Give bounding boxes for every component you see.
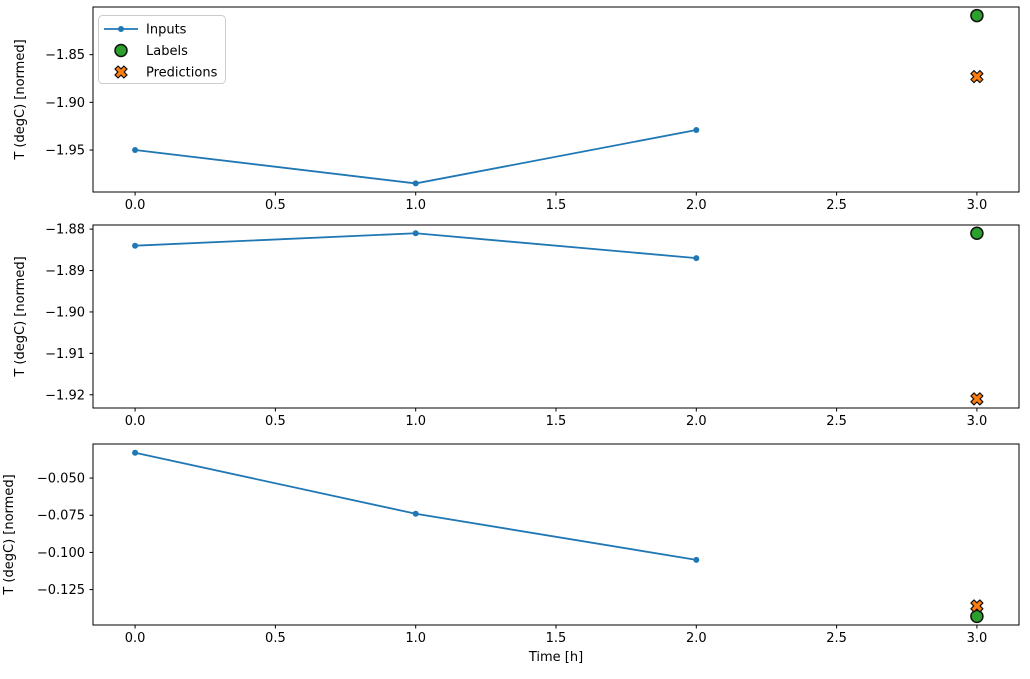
x-tick-label: 1.5 [546,198,567,213]
legend-box [98,15,226,84]
legend-inputs-dot-icon [118,26,124,32]
y-tick-label: −0.125 [37,583,85,598]
x-tick-label: 1.0 [405,198,426,213]
x-tick-label: 1.0 [405,414,426,429]
x-tick-label: 1.0 [405,631,426,646]
y-tick-label: −1.90 [45,305,85,320]
inputs-point [412,230,419,237]
y-tick-label: −1.95 [45,144,85,159]
labels-point [970,226,984,241]
y-tick-label: −1.92 [45,388,85,403]
y-tick-label: −1.89 [45,264,85,279]
inputs-point [412,180,419,187]
y-tick-label: −1.91 [45,347,85,362]
y-tick-label: −0.050 [37,472,85,487]
x-tick-label: 2.5 [826,198,847,213]
subplot-2: 0.0 0.5 1.0 1.5 2.0 2.5 3.0 −1.88 −1.89 −1.90 −1.9… [13,223,1020,429]
x-axis-label: Time [h] [528,650,583,665]
predictions-point [970,69,984,84]
x-tick-label: 2.0 [686,198,707,213]
y-axis-label: T (degC) [normed] [13,39,28,160]
x-tick-label: 2.5 [826,631,847,646]
y-tick-label: −0.100 [37,546,85,561]
inputs-point [132,147,139,154]
x-tick-label: 3.0 [967,198,988,213]
inputs-point [132,449,139,456]
legend-label: Inputs [146,23,187,38]
x-tick-label: 2.0 [686,414,707,429]
x-tick-label: 1.5 [546,414,567,429]
y-tick-label: −1.90 [45,96,85,111]
y-tick-label: −1.85 [45,48,85,63]
subplot-3: 0.0 0.5 1.0 1.5 2.0 2.5 3.0 −0.050 −0.075 −0.100 −… [2,443,1020,665]
y-axis-label: T (degC) [normed] [2,474,17,595]
axes-frame [92,443,1020,626]
x-tick-label: 2.5 [826,414,847,429]
x-tick-label: 0.0 [125,198,146,213]
axes-frame [92,6,1020,193]
x-tick-label: 0.0 [125,414,146,429]
x-tick-label: 3.0 [967,631,988,646]
x-tick-label: 3.0 [967,414,988,429]
y-axis-label: T (degC) [normed] [13,256,28,377]
legend-predictions-x-icon [114,65,128,79]
x-tick-label: 0.5 [265,198,286,213]
x-tick-label: 2.0 [686,631,707,646]
predictions-point [970,392,984,406]
x-tick-label: 1.5 [546,631,567,646]
y-tick-label: −0.075 [37,509,85,524]
inputs-point [693,127,700,134]
inputs-point [132,242,139,249]
legend-label: Labels [146,44,188,59]
inputs-point [693,255,700,262]
inputs-point [412,510,419,517]
labels-point [970,609,984,624]
legend: Inputs Labels Predictions [98,15,226,84]
x-tick-label: 0.5 [265,631,286,646]
legend-label: Predictions [146,66,218,81]
subplot-1: 0.0 0.5 1.0 1.5 2.0 2.5 3.0 −1.85 −1.90 −1.95 T (d… [13,6,1020,213]
x-tick-label: 0.0 [125,631,146,646]
axes-frame [92,224,1020,409]
legend-labels-circle-icon [114,43,128,58]
predictions-point [970,599,984,613]
labels-point [970,8,984,23]
y-tick-label: −1.88 [45,223,85,238]
inputs-point [693,556,700,563]
x-tick-label: 0.5 [265,414,286,429]
